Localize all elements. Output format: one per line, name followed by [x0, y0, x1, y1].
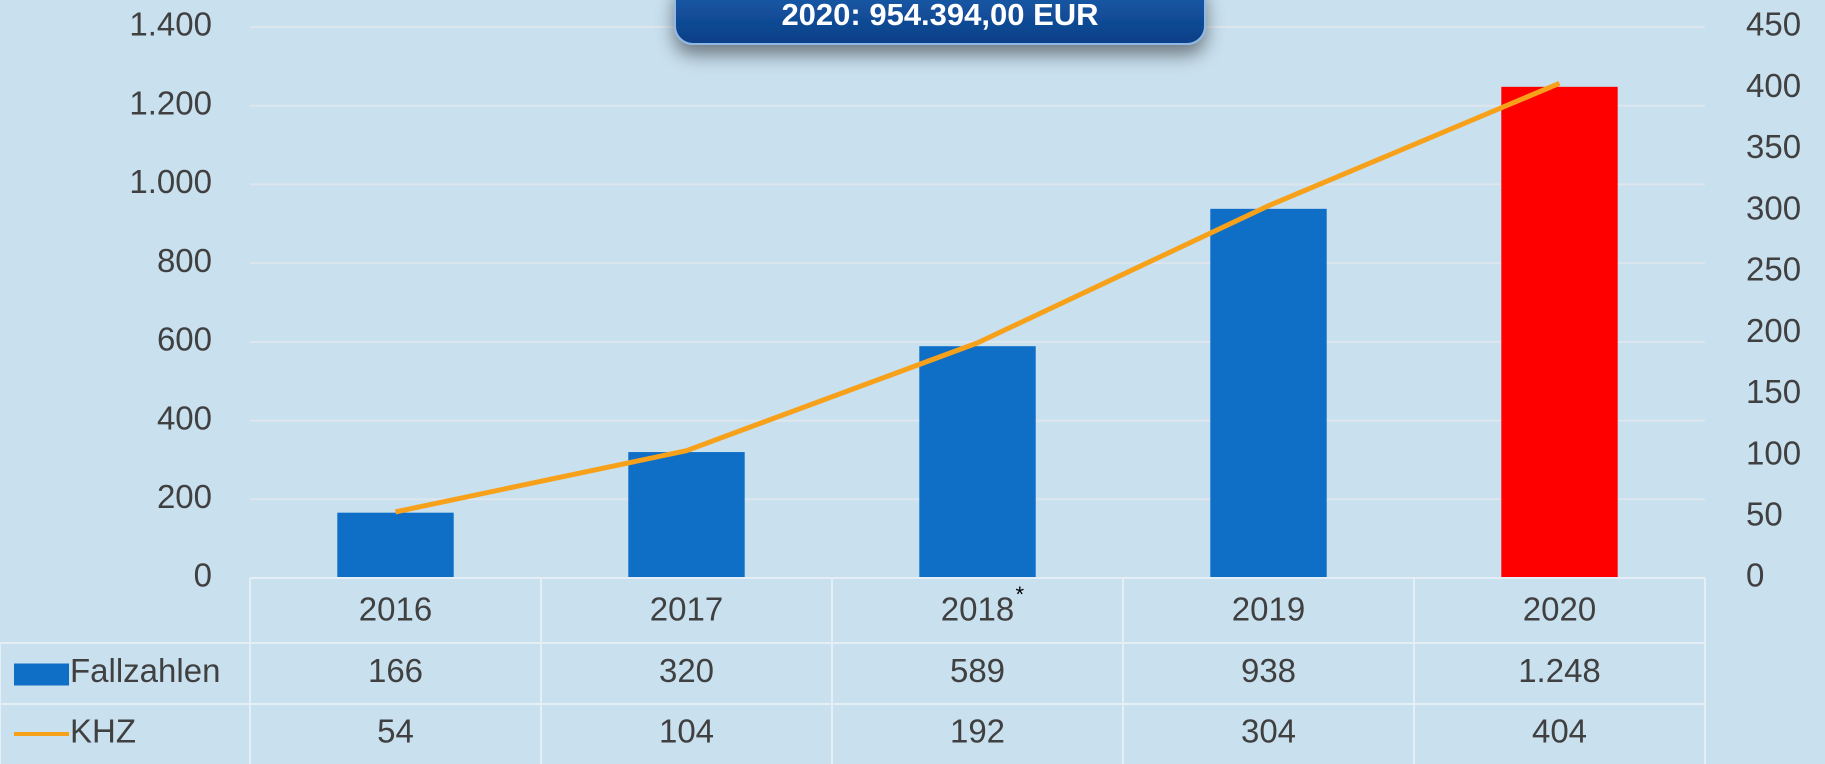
table-value: 192 — [950, 713, 1005, 750]
legend-label: KHZ — [70, 713, 136, 750]
table-value: 54 — [377, 713, 414, 750]
category-note: * — [1016, 582, 1025, 607]
y2-tick-label: 450 — [1746, 6, 1801, 43]
x-tick-label: 2019 — [1232, 591, 1305, 628]
table-value: 589 — [950, 652, 1005, 689]
table-value: 320 — [659, 652, 714, 689]
legend-label: Fallzahlen — [70, 652, 220, 689]
y2-tick-label: 250 — [1746, 251, 1801, 288]
x-tick-label: 2016 — [359, 591, 432, 628]
table-value: 938 — [1241, 652, 1296, 689]
y-tick-label: 200 — [157, 478, 212, 515]
callout-box — [674, 0, 1206, 45]
y-tick-label: 1.200 — [129, 84, 212, 121]
legend-key — [14, 663, 69, 686]
callout-text: 2020: 954.394,00 EUR — [781, 0, 1098, 32]
y2-tick-label: 400 — [1746, 67, 1801, 104]
y2-tick-label: 350 — [1746, 128, 1801, 165]
y-tick-label: 800 — [157, 242, 212, 279]
data-table: 2016 2017 2018 * 2019 2020 Fallzahlen 166 320 589… — [0, 577, 1706, 764]
line — [394, 81, 1561, 515]
y-tick-label: 0 — [194, 557, 212, 594]
bar — [1210, 208, 1327, 578]
y-tick-label: 1.400 — [129, 6, 212, 43]
bar — [337, 512, 454, 578]
y2-tick-label: 0 — [1746, 557, 1764, 594]
x-tick-label: 2020 — [1523, 591, 1596, 628]
y2-tick-label: 200 — [1746, 312, 1801, 349]
bar — [1501, 86, 1618, 578]
y-tick-label: 600 — [157, 321, 212, 358]
marks — [337, 81, 1618, 578]
bar — [919, 346, 1036, 578]
x-tick-label: 2018 — [941, 591, 1014, 628]
table-value: 1.248 — [1518, 652, 1601, 689]
y2-tick-label: 300 — [1746, 189, 1801, 226]
y-tick-label: 400 — [157, 399, 212, 436]
x-tick-label: 2017 — [650, 591, 723, 628]
y2-tick-label: 150 — [1746, 373, 1801, 410]
y2-tick-label: 100 — [1746, 434, 1801, 471]
table-value: 104 — [659, 713, 714, 750]
y-tick-label: 1.000 — [129, 163, 212, 200]
callout: 2020: 954.394,00 EUR — [674, 0, 1206, 45]
table-value: 304 — [1241, 713, 1296, 750]
table-value: 404 — [1532, 713, 1587, 750]
y2-tick-label: 50 — [1746, 495, 1783, 532]
table-value: 166 — [368, 652, 423, 689]
bar — [628, 452, 745, 578]
